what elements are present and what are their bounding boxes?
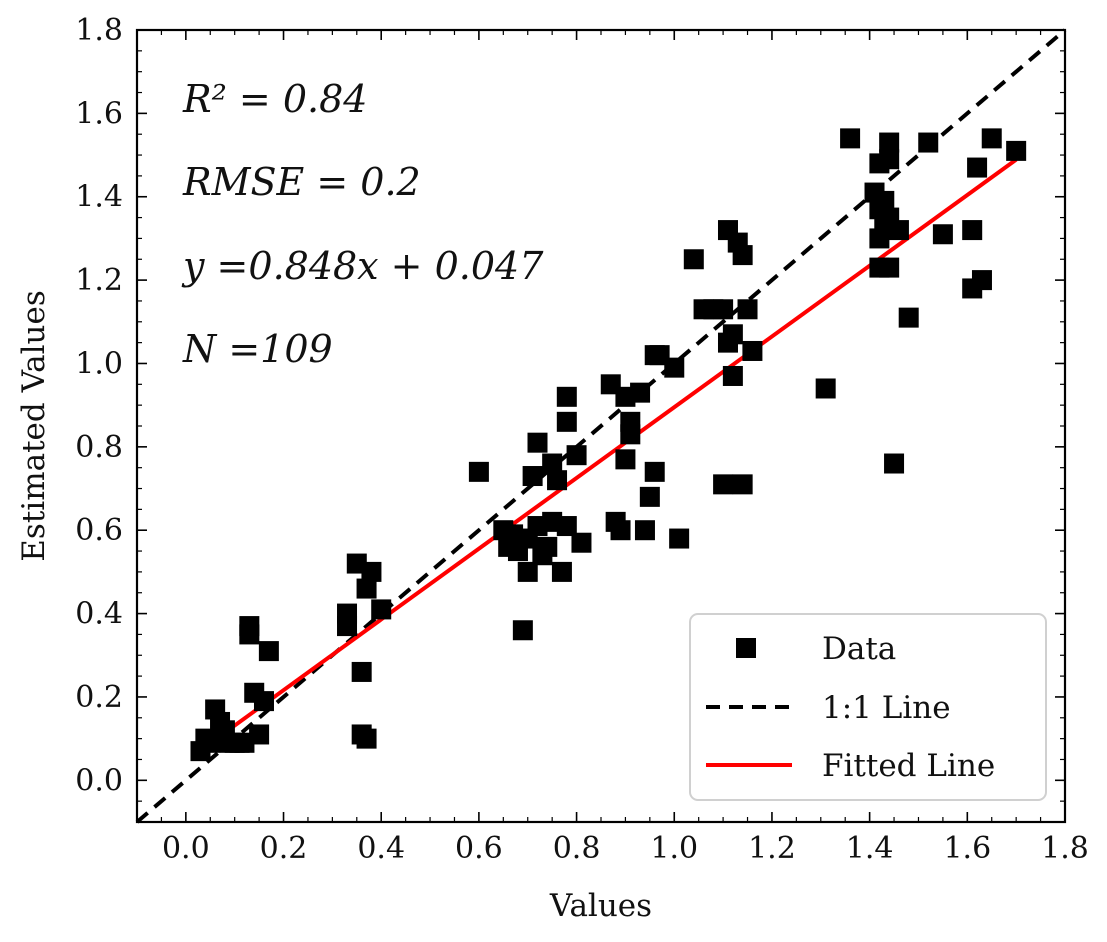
data-point <box>551 561 572 582</box>
y-tick-label: 1.4 <box>75 180 123 215</box>
y-tick-label: 1.2 <box>75 263 123 298</box>
data-point <box>981 128 1002 149</box>
annotation-n: N =109 <box>182 327 333 371</box>
data-point <box>249 724 270 745</box>
data-point <box>610 520 631 541</box>
data-point <box>879 149 900 170</box>
data-point <box>669 528 690 549</box>
data-point <box>356 728 377 749</box>
data-point <box>371 599 392 620</box>
data-point <box>918 132 939 153</box>
data-point <box>869 228 890 249</box>
annotation-r2: R² = 0.84 <box>182 77 367 121</box>
data-point <box>634 520 655 541</box>
legend-one-to-one-label: 1:1 Line <box>822 690 951 726</box>
plot-frame <box>135 28 1067 824</box>
one-to-one-line <box>135 28 1067 824</box>
data-point <box>713 299 734 320</box>
annotation-equation: y =0.848x + 0.047 <box>181 244 544 288</box>
data-point <box>884 453 905 474</box>
data-point <box>337 603 358 624</box>
data-point <box>522 466 543 487</box>
y-tick-labels: 0.0 0.2 0.4 0.6 0.8 1.0 1.2 1.4 1.6 1.8 <box>75 13 123 798</box>
data-point <box>971 270 992 291</box>
x-tick-label: 0.2 <box>260 831 308 866</box>
data-point <box>713 474 734 495</box>
data-point <box>566 445 587 466</box>
y-tick-label: 1.8 <box>75 13 123 48</box>
data-point <box>556 516 577 537</box>
data-point <box>962 220 983 241</box>
legend-data-label: Data <box>822 631 896 667</box>
data-point <box>556 411 577 432</box>
legend: Data 1:1 Line Fitted Line <box>689 613 1047 801</box>
data-point <box>879 257 900 278</box>
data-point <box>361 561 382 582</box>
data-points <box>190 128 1027 762</box>
data-point <box>615 449 636 470</box>
y-tick-label: 0.0 <box>75 763 123 798</box>
x-axis-label: Values <box>549 888 652 924</box>
y-tick-label: 0.2 <box>75 680 123 715</box>
data-point <box>737 299 758 320</box>
x-tick-label: 0.0 <box>162 831 210 866</box>
data-point <box>639 486 660 507</box>
x-tick-label: 1.2 <box>748 831 796 866</box>
data-point <box>683 249 704 270</box>
data-point <box>742 340 763 361</box>
data-point <box>732 245 753 266</box>
data-point <box>815 378 836 399</box>
data-point <box>722 324 743 345</box>
data-point <box>537 536 558 557</box>
data-point <box>840 128 861 149</box>
x-tick-label: 0.6 <box>455 831 503 866</box>
x-tick-label: 0.8 <box>553 831 601 866</box>
y-tick-label: 1.6 <box>75 96 123 131</box>
x-tick-label: 1.8 <box>1041 831 1089 866</box>
data-point <box>542 453 563 474</box>
data-point <box>888 220 909 241</box>
data-point <box>556 386 577 407</box>
data-point <box>239 616 260 637</box>
data-point <box>527 432 548 453</box>
data-point <box>898 307 919 328</box>
x-tick-label: 1.4 <box>846 831 894 866</box>
x-tick-label: 1.6 <box>943 831 991 866</box>
data-point <box>732 474 753 495</box>
data-point <box>874 190 895 211</box>
data-point <box>351 661 372 682</box>
stats-annotations: R² = 0.84 RMSE = 0.2 y =0.848x + 0.047 N… <box>181 77 544 371</box>
y-tick-label: 0.6 <box>75 513 123 548</box>
data-point <box>253 691 274 712</box>
x-tick-labels: 0.0 0.2 0.4 0.6 0.8 1.0 1.2 1.4 1.6 1.8 <box>162 831 1089 866</box>
data-point <box>517 561 538 582</box>
y-tick-label: 0.8 <box>75 430 123 465</box>
y-axis-label: Estimated Values <box>16 290 52 561</box>
legend-fitted-label: Fitted Line <box>822 748 995 784</box>
data-point <box>571 532 592 553</box>
x-tick-label: 1.0 <box>650 831 698 866</box>
data-point <box>356 578 377 599</box>
data-point <box>967 157 988 178</box>
y-tick-label: 1.0 <box>75 346 123 381</box>
data-point <box>644 461 665 482</box>
y-tick-label: 0.4 <box>75 597 123 632</box>
data-point <box>620 411 641 432</box>
data-point <box>932 224 953 245</box>
data-point <box>468 461 489 482</box>
annotation-rmse: RMSE = 0.2 <box>182 160 421 204</box>
x-tick-label: 0.4 <box>357 831 405 866</box>
legend-data-marker <box>736 638 756 658</box>
data-point <box>630 382 651 403</box>
legend-box <box>689 613 1047 801</box>
data-point <box>547 470 568 491</box>
data-point <box>879 132 900 153</box>
data-point <box>512 620 533 641</box>
data-point <box>722 365 743 386</box>
data-point <box>664 357 685 378</box>
data-point <box>258 641 279 662</box>
data-point <box>1006 140 1027 161</box>
